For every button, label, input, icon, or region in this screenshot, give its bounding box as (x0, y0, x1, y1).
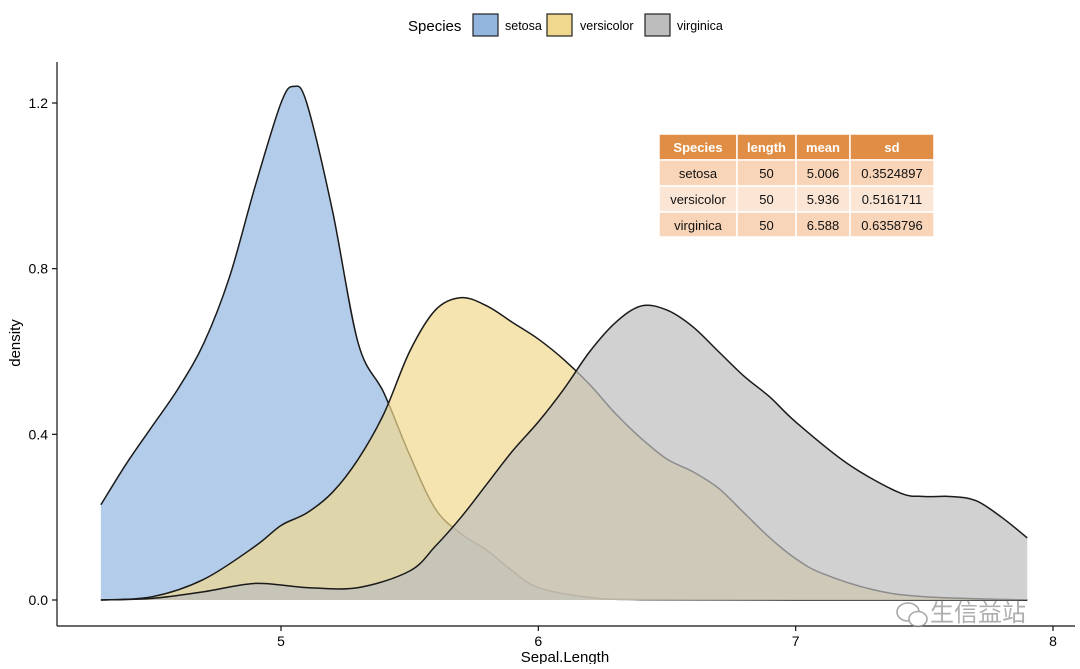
legend-label-setosa: setosa (505, 19, 542, 33)
table-header-Species: Species (673, 140, 722, 155)
legend-label-virginica: virginica (677, 19, 723, 33)
table-cell (849, 211, 935, 238)
y-axis-title: density (7, 319, 24, 367)
table-header-cell (849, 133, 935, 161)
x-tick-label: 6 (534, 633, 542, 649)
density-outline-virginica (100, 304, 1028, 601)
table-header-cell (795, 133, 851, 161)
y-tick-label: 1.2 (29, 95, 49, 111)
legend-swatch-versicolor (546, 13, 573, 37)
density-area-virginica (100, 305, 1028, 600)
table-cell (658, 211, 738, 238)
table-cell-text: 0.5161711 (862, 192, 923, 207)
x-axis-title: Sepal.Length (521, 649, 609, 664)
table-cell (849, 185, 935, 213)
table-cell-text: 6.588 (807, 218, 840, 233)
table-cell-text: setosa (679, 166, 718, 181)
table-cell (658, 185, 738, 213)
table-cell-text: 5.936 (807, 192, 840, 207)
legend-swatch-virginica (644, 13, 671, 37)
table-cell-text: versicolor (670, 192, 726, 207)
table-header-sd: sd (884, 140, 899, 155)
x-tick-label: 7 (792, 633, 800, 649)
y-tick-label: 0.8 (29, 261, 49, 277)
density-area-setosa (100, 86, 1028, 601)
table-header-mean: mean (806, 140, 840, 155)
summary-table: Species length mean sd setosa 50 5.006 0.352489… (658, 133, 935, 238)
legend-title: Species (408, 18, 461, 35)
table-cell (795, 159, 851, 187)
wechat-icon (896, 602, 928, 628)
table-cell (658, 159, 738, 187)
table-cell-text: 50 (759, 192, 773, 207)
table-cell (736, 211, 797, 238)
density-areas (100, 85, 1028, 601)
table-header-length: length (747, 140, 786, 155)
table-cell-text: 50 (759, 166, 773, 181)
legend-label-versicolor: versicolor (580, 19, 634, 33)
table-cell-text: 50 (759, 218, 773, 233)
watermark-text: 生信益站 (930, 600, 1026, 627)
x-tick-label: 8 (1049, 633, 1057, 649)
table-cell-text: virginica (674, 218, 722, 233)
y-tick-label: 0.4 (29, 426, 49, 442)
table-cell-text: 0.6358796 (861, 218, 922, 233)
table-cell (849, 159, 935, 187)
watermark: 生信益站 (896, 600, 1026, 628)
y-tick-label: 0.0 (29, 592, 49, 608)
table-cell-text: 0.3524897 (861, 166, 922, 181)
x-tick-label: 5 (277, 633, 285, 649)
table-cell-text: 5.006 (807, 166, 840, 181)
axes: 0.0 0.4 0.8 1.2 5 6 7 8 Sepal.Length density (7, 62, 1075, 666)
legend-swatch-setosa (472, 13, 499, 37)
legend: Species setosa versicolor virginica (408, 13, 723, 37)
